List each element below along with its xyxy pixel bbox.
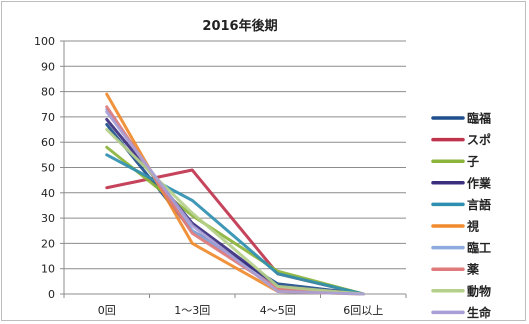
legend-label: 動物: [467, 283, 491, 298]
legend-label: 作業: [467, 175, 492, 190]
legend-label: 言語: [467, 197, 491, 212]
x-tick-label: 4～5回: [260, 304, 296, 317]
legend-label: 臨福: [467, 111, 491, 126]
x-tick-label: 6回以上: [343, 304, 383, 317]
series-lines: [105, 92, 365, 296]
axes: 0 10 20 30 40 50 60 70 80 90 100 0回 1～3回 4～5回 6回以上: [34, 35, 407, 317]
y-tick-label: 40: [41, 187, 55, 200]
y-tick-label: 50: [41, 162, 55, 175]
legend-label: 薬: [467, 262, 479, 277]
legend-label: スポ: [467, 132, 491, 147]
y-tick-label: 10: [41, 263, 55, 276]
x-tick-label: 1～3回: [174, 304, 210, 317]
y-tick-label: 60: [41, 136, 55, 149]
series-line-10: [105, 110, 365, 296]
legend-label: 生命: [467, 305, 492, 320]
y-tick-label: 90: [41, 60, 55, 73]
y-tick-label: 80: [41, 86, 55, 99]
series-line-6: [105, 92, 365, 296]
chart-title: 2016年後期: [202, 18, 277, 34]
series-line-5: [105, 153, 365, 296]
legend-label: 子: [467, 155, 479, 169]
y-tick-label: 0: [48, 288, 55, 301]
series-line-9: [105, 128, 365, 296]
series-line-2: [105, 168, 365, 296]
y-tick-label: 70: [41, 111, 55, 124]
y-tick-label: 30: [41, 212, 55, 225]
y-tick-label: 100: [34, 35, 55, 48]
legend-label: 臨工: [467, 240, 491, 255]
x-tick-label: 0回: [98, 304, 116, 317]
legend-label: 視: [466, 219, 479, 234]
y-tick-label: 20: [41, 237, 55, 250]
